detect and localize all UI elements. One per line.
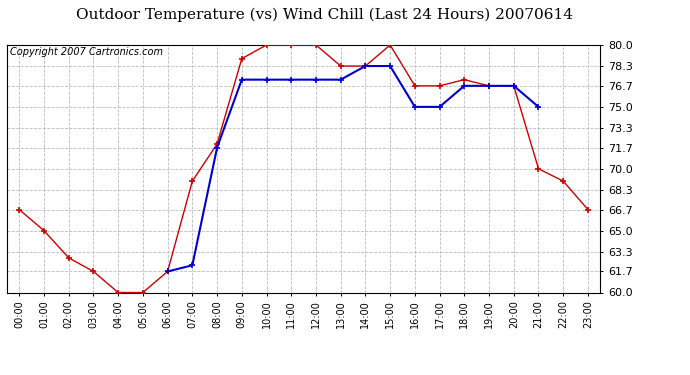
Text: Outdoor Temperature (vs) Wind Chill (Last 24 Hours) 20070614: Outdoor Temperature (vs) Wind Chill (Las… xyxy=(76,8,573,22)
Text: Copyright 2007 Cartronics.com: Copyright 2007 Cartronics.com xyxy=(10,48,163,57)
